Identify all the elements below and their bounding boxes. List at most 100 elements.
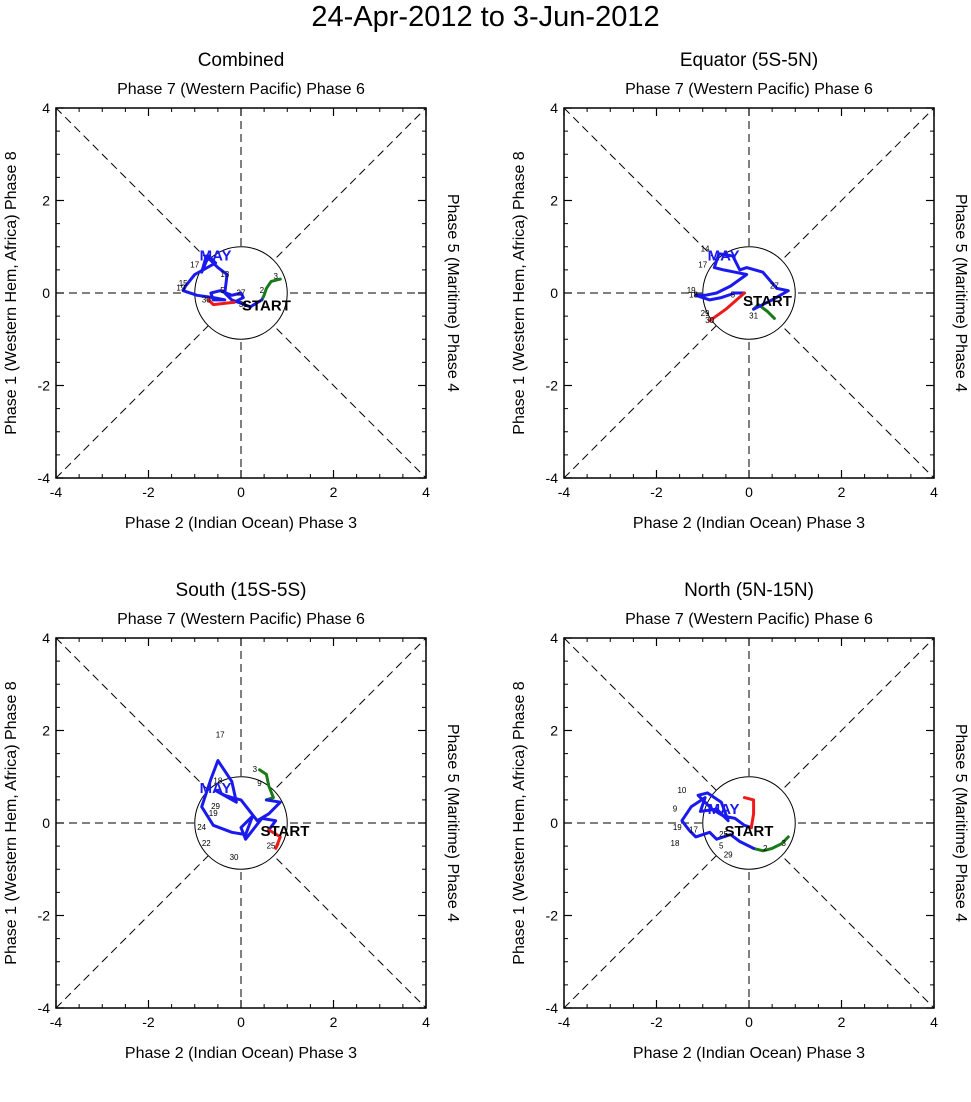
y-tick-label: -2 bbox=[38, 908, 51, 924]
day-label: 30 bbox=[202, 295, 211, 304]
bottom-axis-label: Phase 2 (Indian Ocean) Phase 3 bbox=[633, 515, 865, 532]
panel-south: South (15S-5S) Phase 7 (Western Pacific) … bbox=[0, 572, 486, 1102]
trajectory-april bbox=[752, 835, 790, 853]
y-tick-label: 2 bbox=[550, 193, 558, 209]
day-label: 2 bbox=[763, 844, 768, 853]
day-label: 29 bbox=[701, 309, 710, 318]
day-label: 14 bbox=[701, 244, 710, 253]
top-axis-label: Phase 7 (Western Pacific) Phase 6 bbox=[625, 611, 873, 628]
x-tick-label: -2 bbox=[142, 484, 155, 500]
bottom-axis-label: Phase 2 (Indian Ocean) Phase 3 bbox=[125, 515, 357, 532]
trajectory-june bbox=[742, 796, 756, 830]
y-tick-label: -4 bbox=[546, 1000, 559, 1016]
day-label: 17 bbox=[190, 261, 199, 270]
day-label: 22 bbox=[202, 839, 211, 848]
day-label: 24 bbox=[197, 823, 206, 832]
day-label: 29 bbox=[724, 851, 733, 860]
trajectory-may bbox=[181, 254, 264, 309]
x-tick-label: 2 bbox=[330, 1014, 338, 1030]
day-label: 29 bbox=[211, 802, 220, 811]
x-tick-label: -4 bbox=[50, 1014, 63, 1030]
day-label: 27 bbox=[237, 288, 246, 297]
unit-circle bbox=[702, 776, 796, 870]
panel-north: North (5N-15N) Phase 7 (Western Pacific) … bbox=[508, 572, 971, 1102]
y-tick-label: 4 bbox=[550, 100, 558, 116]
top-axis-label: Phase 7 (Western Pacific) Phase 6 bbox=[625, 81, 873, 98]
day-label: 27 bbox=[770, 281, 779, 290]
day-label: 30 bbox=[705, 316, 714, 325]
month-label-may: MAY bbox=[708, 248, 740, 265]
day-label: 18 bbox=[213, 777, 222, 786]
y-tick-label: 4 bbox=[42, 100, 50, 116]
phase-diagram: North (5N-15N) Phase 7 (Western Pacific) … bbox=[511, 580, 969, 1062]
trajectory-may bbox=[694, 252, 790, 311]
day-label: 3 bbox=[781, 839, 786, 848]
phase-diagram: South (15S-5S) Phase 7 (Western Pacific) … bbox=[3, 580, 461, 1062]
day-label: 13 bbox=[220, 270, 229, 279]
panel-title: Combined bbox=[198, 50, 285, 71]
left-axis-label: Phase 1 (Western Hem, Africa) Phase 8 bbox=[511, 681, 528, 964]
x-tick-label: -4 bbox=[558, 1014, 571, 1030]
day-label: 17 bbox=[216, 730, 225, 739]
y-tick-label: -4 bbox=[38, 470, 51, 486]
day-label: 15 bbox=[179, 279, 188, 288]
x-tick-label: 2 bbox=[838, 484, 846, 500]
left-axis-label: Phase 1 (Western Hem, Africa) Phase 8 bbox=[3, 681, 20, 964]
day-label: 19 bbox=[176, 284, 185, 293]
left-axis-label: Phase 1 (Western Hem, Africa) Phase 8 bbox=[511, 151, 528, 434]
phase-diagram: Combined Phase 7 (Western Pacific) Phase … bbox=[3, 50, 461, 532]
start-label: START bbox=[743, 293, 792, 310]
y-tick-label: 2 bbox=[42, 193, 50, 209]
month-label-may: MAY bbox=[708, 801, 740, 818]
top-axis-label: Phase 7 (Western Pacific) Phase 6 bbox=[117, 81, 365, 98]
y-tick-label: 2 bbox=[42, 723, 50, 739]
x-tick-label: 4 bbox=[930, 484, 938, 500]
x-tick-label: -2 bbox=[650, 1014, 663, 1030]
trajectory-june bbox=[207, 298, 236, 307]
day-label: 5 bbox=[220, 286, 225, 295]
right-axis-label: Phase 5 (Maritime) Phase 4 bbox=[952, 194, 969, 392]
x-tick-label: -4 bbox=[558, 484, 571, 500]
y-tick-label: -4 bbox=[546, 470, 559, 486]
trajectory-april bbox=[260, 277, 282, 302]
day-label: 18 bbox=[671, 839, 680, 848]
start-label: START bbox=[242, 298, 291, 315]
day-label: 25 bbox=[719, 830, 728, 839]
y-tick-label: 4 bbox=[42, 630, 50, 646]
day-label: 25 bbox=[267, 841, 276, 850]
panel-equator: Equator (5S-5N) Phase 7 (Western Pacific)… bbox=[508, 42, 971, 572]
trajectory-june bbox=[267, 828, 282, 850]
x-tick-label: 0 bbox=[237, 484, 245, 500]
x-tick-label: 4 bbox=[422, 484, 430, 500]
bottom-axis-label: Phase 2 (Indian Ocean) Phase 3 bbox=[125, 1045, 357, 1062]
left-axis-label: Phase 1 (Western Hem, Africa) Phase 8 bbox=[3, 151, 20, 434]
trajectory-may bbox=[680, 791, 756, 850]
day-label: 9 bbox=[257, 779, 262, 788]
day-label: 31 bbox=[749, 311, 758, 320]
x-tick-label: 0 bbox=[237, 1014, 245, 1030]
trajectory-april bbox=[258, 768, 275, 802]
day-label: 18 bbox=[689, 291, 698, 300]
x-tick-label: 4 bbox=[422, 1014, 430, 1030]
month-label-may: MAY bbox=[200, 248, 232, 265]
right-axis-label: Phase 5 (Maritime) Phase 4 bbox=[444, 194, 461, 392]
y-tick-label: 0 bbox=[550, 815, 558, 831]
month-label-may: MAY bbox=[200, 780, 232, 797]
day-label: 19 bbox=[209, 809, 218, 818]
x-tick-label: 2 bbox=[838, 1014, 846, 1030]
start-label: START bbox=[725, 823, 774, 840]
day-label: 10 bbox=[677, 786, 686, 795]
panel-combined: Combined Phase 7 (Western Pacific) Phase … bbox=[0, 42, 486, 572]
day-label: 5 bbox=[719, 841, 724, 850]
day-label: 9 bbox=[673, 804, 678, 813]
day-label: 17 bbox=[698, 261, 707, 270]
right-axis-label: Phase 5 (Maritime) Phase 4 bbox=[444, 724, 461, 922]
day-label: 2 bbox=[260, 286, 265, 295]
y-tick-label: 0 bbox=[42, 285, 50, 301]
day-label: 17 bbox=[689, 825, 698, 834]
unit-circle bbox=[194, 776, 288, 870]
y-tick-label: 0 bbox=[550, 285, 558, 301]
y-tick-label: 0 bbox=[42, 815, 50, 831]
panel-title: Equator (5S-5N) bbox=[680, 50, 818, 71]
x-tick-label: -2 bbox=[650, 484, 663, 500]
